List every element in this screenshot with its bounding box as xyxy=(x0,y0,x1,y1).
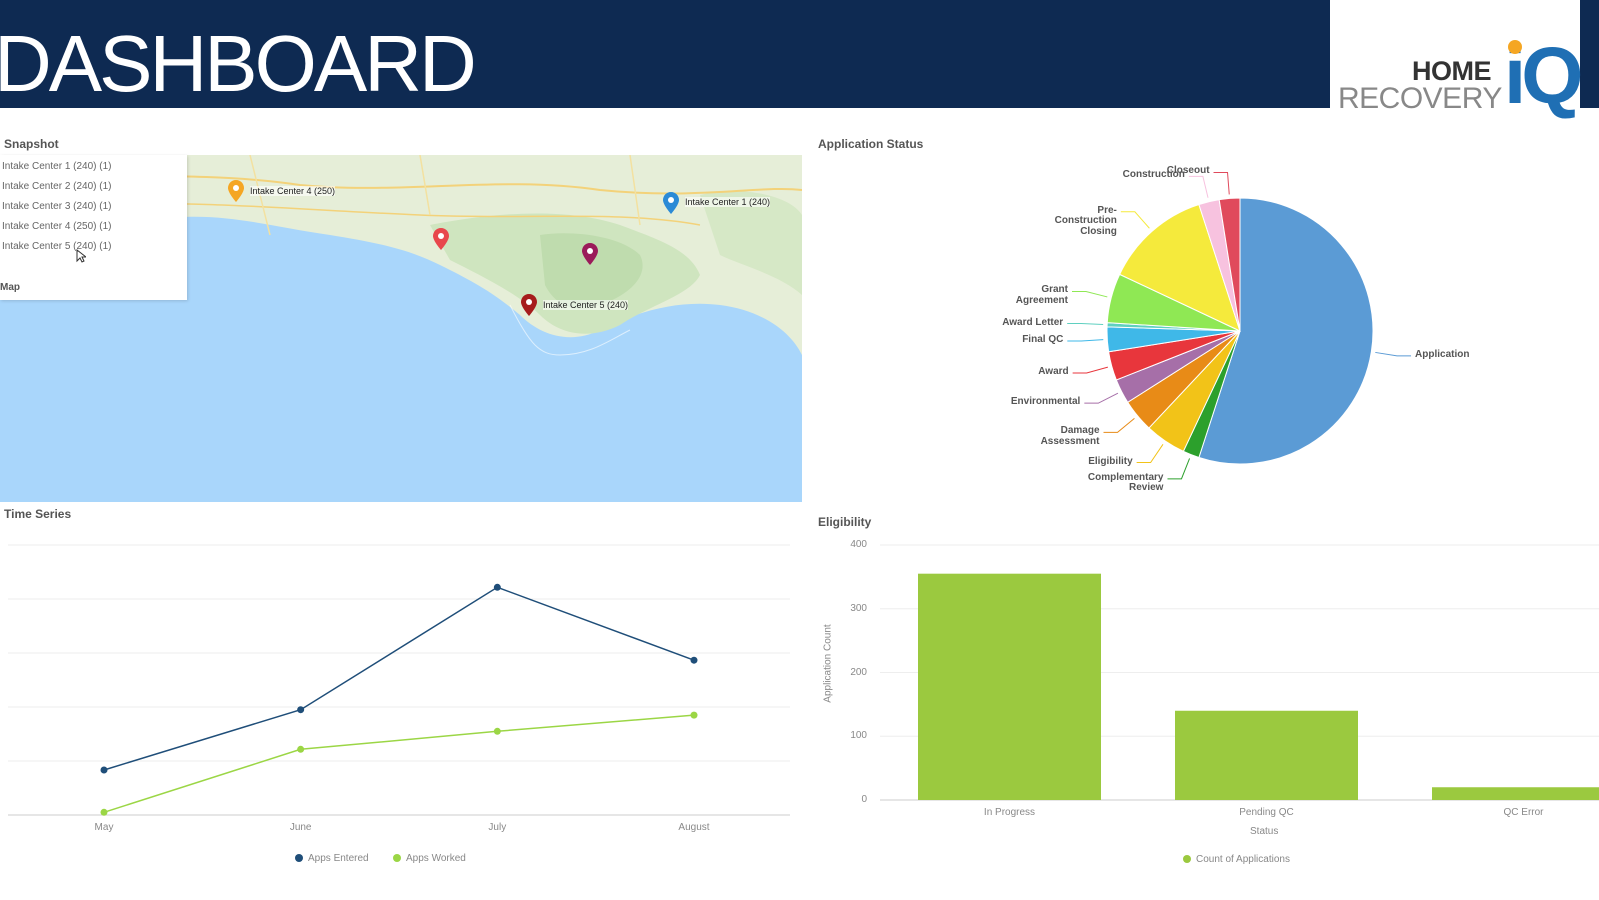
map-pin-red-icon[interactable] xyxy=(433,228,449,250)
snapshot-list-item[interactable]: Intake Center 5 (240) (1) xyxy=(2,241,112,252)
legend-dot-icon xyxy=(393,854,401,863)
application-status-title: Application Status xyxy=(818,137,924,151)
y-tick-label: 400 xyxy=(850,539,867,550)
map-pin-label: Intake Center 5 (240) xyxy=(543,300,629,310)
logo-text-home: HOME xyxy=(1412,56,1492,86)
series-line xyxy=(103,714,695,814)
pie-slice-label: Eligibility xyxy=(1088,455,1133,467)
pie-leader-line xyxy=(1071,290,1108,298)
application-status-pie-chart xyxy=(1067,171,1412,480)
pie-slice-label: Damage Assessment xyxy=(1040,425,1100,447)
logo-dot-icon xyxy=(1508,40,1522,54)
pie-slice[interactable] xyxy=(1218,197,1241,332)
y-tick-label: 100 xyxy=(850,730,867,742)
x-tick-label: Pending QC xyxy=(1239,807,1294,818)
legend-apps-entered[interactable]: Apps Entered xyxy=(295,853,369,864)
legend-label: Apps Entered xyxy=(308,853,369,864)
map-pin-label: Intake Center 4 (250) xyxy=(250,186,336,196)
pie-slice-label: Grant Agreement xyxy=(1015,284,1068,306)
pie-slice-label: Award Letter xyxy=(1002,316,1064,328)
x-tick-label: May xyxy=(94,822,114,833)
y-tick-label: 0 xyxy=(861,794,867,805)
series-point[interactable] xyxy=(297,745,305,753)
eligibility-title: Eligibility xyxy=(818,515,872,529)
x-tick-label: June xyxy=(289,822,312,833)
y-tick-label: 200 xyxy=(850,666,867,678)
x-tick-label: QC Error xyxy=(1503,807,1544,818)
snapshot-list-item[interactable]: Intake Center 4 (250) (1) xyxy=(2,221,112,232)
mouse-cursor-icon xyxy=(76,249,86,263)
pie-leader-line xyxy=(1067,323,1104,326)
pie-slice-label: Award xyxy=(1038,365,1069,377)
time-series-line-chart xyxy=(8,544,790,816)
header-bar: DASHBOARD xyxy=(0,0,1330,108)
map-pin-orange-icon[interactable] xyxy=(228,180,244,202)
pie-leader-line xyxy=(1167,458,1191,480)
eligibility-y-axis-title: Application Count xyxy=(822,624,834,703)
eligibility-bar-chart xyxy=(880,544,1599,801)
series-point[interactable] xyxy=(690,711,698,719)
pie-leader-line xyxy=(1084,392,1119,404)
snapshot-list-item[interactable]: Intake Center 2 (240) (1) xyxy=(2,181,112,192)
snapshot-list-item[interactable]: Intake Center 1 (240) (1) xyxy=(2,161,112,172)
pie-slice-label: Pre-Construction Closing xyxy=(1054,204,1117,237)
x-tick-label: July xyxy=(488,822,507,833)
pie-slice-label: Construction xyxy=(1122,169,1185,181)
legend-dot-icon xyxy=(1183,855,1191,864)
pie-leader-line xyxy=(1375,351,1412,357)
snapshot-list: Intake Center 1 (240) (1) Intake Center … xyxy=(0,155,187,300)
pie-slice-label: Application xyxy=(1415,348,1470,360)
series-line xyxy=(103,586,695,771)
pie-slice-label: Final QC xyxy=(1022,333,1064,345)
eligibility-x-axis-title: Status xyxy=(1250,826,1279,837)
bar[interactable] xyxy=(1432,787,1599,800)
header-right-strip xyxy=(1580,0,1599,108)
pie-slice[interactable] xyxy=(1198,197,1374,465)
map-pin-blue-icon[interactable] xyxy=(663,192,679,214)
pie-slice-label: Closeout xyxy=(1166,165,1210,177)
pie-leader-line xyxy=(1103,417,1135,433)
pie-slice-label: Environmental xyxy=(1010,396,1081,408)
pie-slice-label: Complementary Review xyxy=(1087,471,1164,494)
legend-label: Count of Applications xyxy=(1196,854,1290,865)
map-pin-darkred-icon[interactable] xyxy=(521,294,537,316)
page-title: DASHBOARD xyxy=(0,19,477,108)
pie-leader-line xyxy=(1120,211,1150,229)
map-pin-label: Intake Center 1 (240) xyxy=(685,197,771,207)
logo-text-recovery: RECOVERY xyxy=(1338,82,1502,115)
series-point[interactable] xyxy=(100,766,108,774)
pie-leader-line xyxy=(1072,366,1108,374)
snapshot-title: Snapshot xyxy=(4,137,59,151)
time-series-title: Time Series xyxy=(4,507,72,521)
snapshot-list-item[interactable]: Intake Center 3 (240) (1) xyxy=(2,201,112,212)
pie-slice[interactable] xyxy=(1118,203,1241,332)
legend-count-of-applications[interactable]: Count of Applications xyxy=(1183,854,1290,865)
x-tick-label: In Progress xyxy=(983,807,1036,818)
logo: HOME RECOVERY iQ xyxy=(1330,0,1583,116)
series-point[interactable] xyxy=(493,583,501,591)
legend-apps-worked[interactable]: Apps Worked xyxy=(393,853,466,864)
legend-dot-icon xyxy=(295,854,303,863)
series-point[interactable] xyxy=(297,706,305,714)
pie-leader-line xyxy=(1136,444,1164,464)
pie-leader-line xyxy=(1067,339,1104,342)
series-point[interactable] xyxy=(100,808,108,816)
map-pin-purple-icon[interactable] xyxy=(582,243,598,265)
pie-leader-line xyxy=(1213,171,1230,195)
y-tick-label: 300 xyxy=(850,602,867,614)
x-tick-label: August xyxy=(678,822,710,833)
legend-label: Apps Worked xyxy=(406,853,466,864)
series-point[interactable] xyxy=(690,656,698,664)
bar[interactable] xyxy=(918,573,1101,800)
series-point[interactable] xyxy=(493,727,501,735)
bar[interactable] xyxy=(1175,710,1358,800)
pie-leader-line xyxy=(1188,175,1209,198)
snapshot-map-label: Map xyxy=(0,282,20,293)
